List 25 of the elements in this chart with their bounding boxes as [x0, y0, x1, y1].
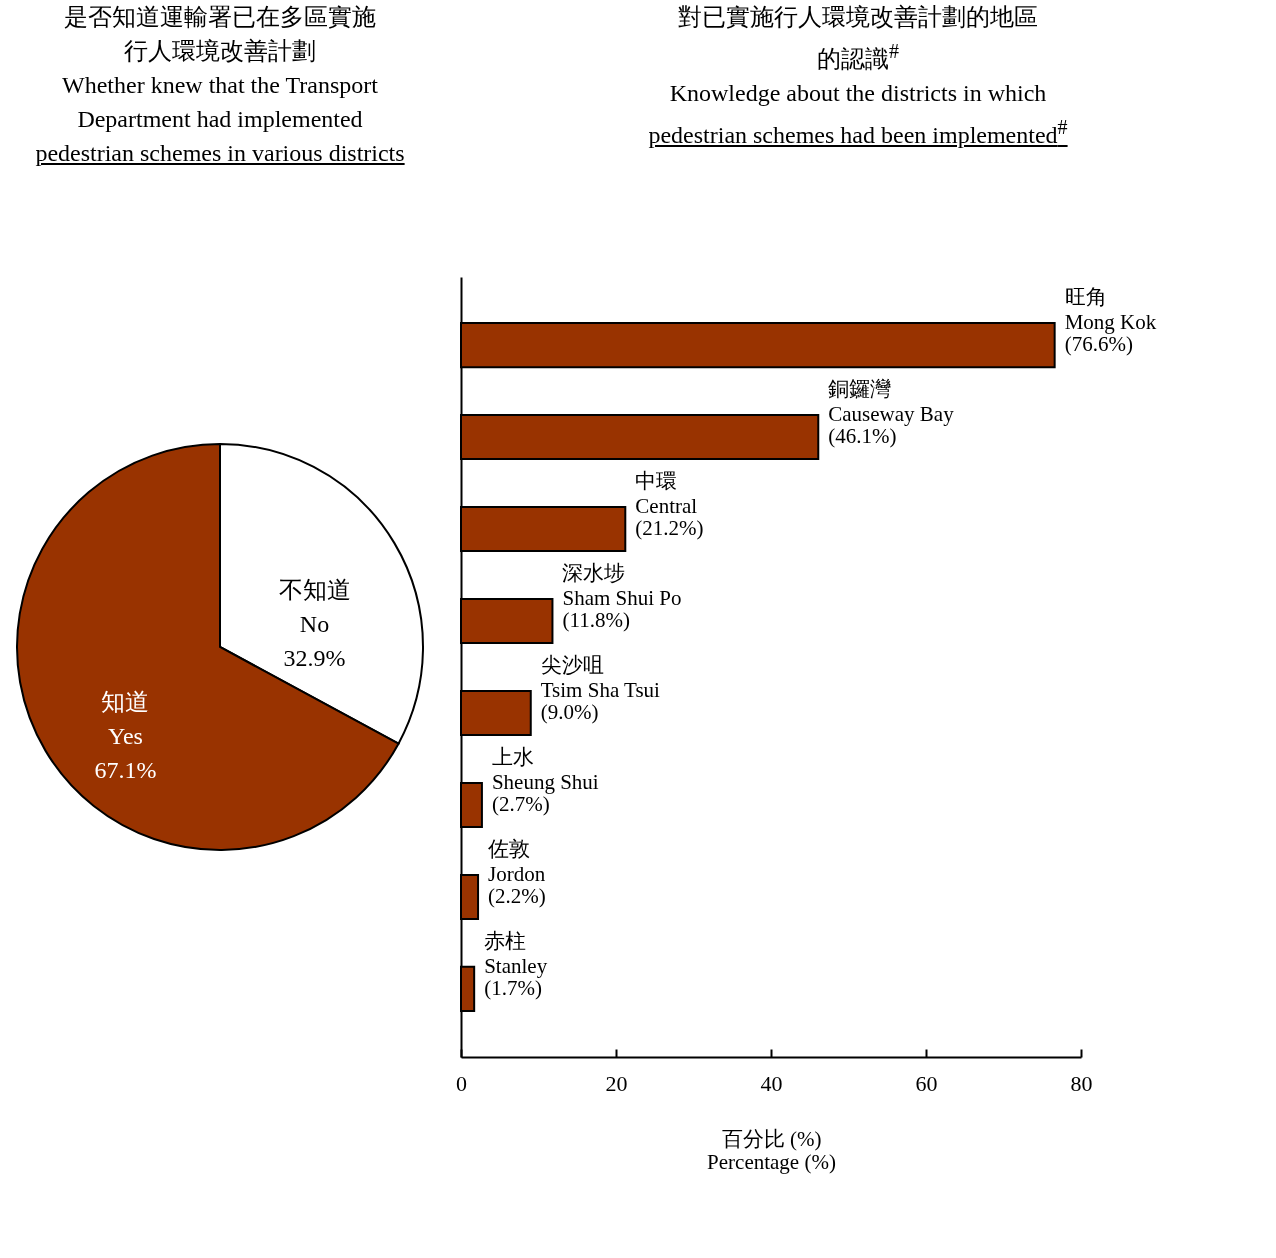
- category-label: 佐敦 Jordon: [487, 836, 545, 886]
- data-label: 32.9%: [283, 644, 346, 671]
- slice-label: 知道 Yes: [101, 689, 150, 750]
- category-label: 旺角 Mong Kok: [1064, 285, 1156, 335]
- data-label: (21.2%): [634, 516, 704, 541]
- category-label: 銅鑼灣 Causeway Bay: [827, 377, 954, 427]
- category-label: 尖沙咀 Tsim Sha Tsui: [540, 652, 660, 702]
- category-label: 深水埗 Sham Shui Po: [561, 561, 681, 611]
- category-label: 赤柱 Stanley: [483, 928, 547, 978]
- data-label: (9.0%): [540, 699, 598, 724]
- x-tick-label: 20: [605, 1070, 627, 1096]
- x-tick-label: 40: [760, 1070, 782, 1096]
- slice-label: 不知道 No: [278, 576, 351, 637]
- x-tick-label: 0: [455, 1070, 467, 1096]
- data-label: (11.8%): [561, 608, 630, 633]
- category-label: 中環 Central: [634, 469, 697, 519]
- category-label: 上水 Sheung Shui: [491, 744, 599, 794]
- x-axis-title: 百分比 (%) Percentage (%): [706, 1126, 836, 1174]
- chart-title: 是否知道運輸署已在多區實施行人環境改善計劃 Whether knew that the Transport Department had implemented pedestrian schemes in various districts: [35, 3, 405, 168]
- x-tick-label: 80: [1070, 1070, 1092, 1096]
- x-tick-label: 60: [915, 1070, 937, 1096]
- data-label: (2.2%): [487, 883, 546, 908]
- data-label: (46.1%): [827, 424, 897, 449]
- chart-title: 對已實施行人環境改善計劃的地區的認識$^{#}$ Knowledge about the districts in which pedestrian schemes had been implemented$^{#}$: [648, 3, 1068, 150]
- data-label: 67.1%: [94, 757, 157, 784]
